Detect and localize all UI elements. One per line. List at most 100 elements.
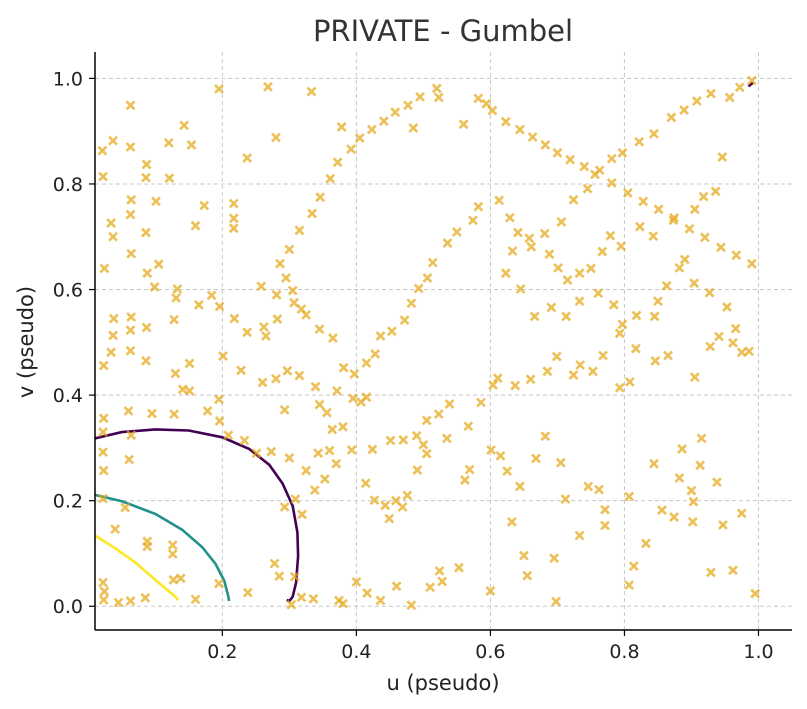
data-point xyxy=(306,86,317,97)
data-point xyxy=(274,571,285,582)
data-point xyxy=(648,231,659,242)
data-point xyxy=(214,301,225,312)
data-point xyxy=(271,132,281,143)
data-point xyxy=(124,454,135,465)
x-tick-labels: 0.2 0.4 0.6 0.8 1.0 xyxy=(207,641,773,663)
data-point xyxy=(546,302,557,313)
axes xyxy=(89,52,792,636)
data-point xyxy=(431,83,442,94)
x-tick-label: 0.2 xyxy=(207,641,237,663)
data-point xyxy=(728,565,738,576)
contour-line-high xyxy=(94,428,300,603)
data-point xyxy=(370,349,381,359)
data-point xyxy=(624,491,635,502)
data-point xyxy=(600,520,610,531)
contour-lines xyxy=(94,81,754,603)
data-point xyxy=(695,460,706,471)
data-point xyxy=(540,139,551,150)
data-point xyxy=(315,192,326,203)
data-point xyxy=(606,177,617,188)
data-point xyxy=(106,218,117,228)
data-point xyxy=(169,409,180,420)
data-point xyxy=(126,430,137,441)
data-point xyxy=(487,105,498,116)
data-point xyxy=(321,407,332,418)
chart-title: PRIVATE - Gumbel xyxy=(313,14,573,48)
data-point xyxy=(179,120,190,131)
data-point xyxy=(98,594,109,605)
y-tick-label: 0.0 xyxy=(53,596,83,618)
data-point xyxy=(568,194,579,205)
scatter-points xyxy=(97,75,761,611)
data-point xyxy=(167,549,178,559)
data-point xyxy=(634,221,645,232)
data-point xyxy=(142,541,153,552)
data-point xyxy=(171,293,182,303)
data-point xyxy=(539,228,550,239)
data-point xyxy=(282,365,293,376)
data-point xyxy=(705,341,716,352)
data-point xyxy=(214,394,224,405)
data-point xyxy=(411,430,422,441)
data-point xyxy=(289,571,300,582)
data-point xyxy=(123,406,134,416)
data-point xyxy=(125,345,136,356)
data-point xyxy=(125,209,136,220)
data-point xyxy=(308,593,319,604)
data-point xyxy=(593,288,604,299)
data-point xyxy=(473,93,484,104)
data-point xyxy=(605,230,616,241)
data-point xyxy=(313,448,324,459)
data-point xyxy=(153,259,164,270)
data-point xyxy=(314,324,325,335)
data-point xyxy=(582,183,593,194)
data-point xyxy=(296,592,307,603)
data-point xyxy=(412,465,423,475)
data-point xyxy=(684,223,695,234)
data-point xyxy=(575,360,586,370)
data-point xyxy=(290,494,301,505)
data-point xyxy=(186,139,197,150)
data-point xyxy=(366,124,377,135)
data-point xyxy=(125,142,136,152)
data-point xyxy=(588,366,598,377)
data-point xyxy=(346,445,357,455)
data-point xyxy=(649,458,659,469)
data-point xyxy=(190,220,201,231)
data-point xyxy=(553,262,564,273)
data-point xyxy=(108,330,119,341)
data-point xyxy=(163,137,174,148)
data-point xyxy=(679,105,690,115)
data-point xyxy=(586,263,596,274)
data-point xyxy=(199,200,210,211)
data-point xyxy=(319,474,330,484)
data-point xyxy=(214,84,224,94)
data-point xyxy=(617,147,628,158)
data-point xyxy=(606,153,617,164)
data-point xyxy=(668,215,679,226)
data-point xyxy=(492,373,503,384)
data-point xyxy=(193,299,204,310)
y-tick-label: 0.2 xyxy=(53,491,83,513)
data-point xyxy=(717,152,728,162)
data-point xyxy=(98,360,109,371)
data-point xyxy=(367,444,378,455)
x-tick-label: 1.0 xyxy=(743,641,773,663)
data-point xyxy=(434,565,445,576)
data-point xyxy=(583,481,594,492)
data-point xyxy=(437,576,448,587)
data-point xyxy=(565,154,576,165)
data-point xyxy=(108,313,119,324)
data-point xyxy=(147,408,157,419)
data-point xyxy=(705,567,716,578)
data-point xyxy=(441,433,452,444)
data-point xyxy=(674,262,685,273)
data-point xyxy=(338,421,348,432)
data-point xyxy=(301,309,312,320)
y-tick-label: 0.8 xyxy=(53,174,83,196)
data-point xyxy=(228,213,239,224)
data-point xyxy=(271,373,281,384)
data-point xyxy=(175,573,186,584)
data-point xyxy=(476,397,486,408)
data-point xyxy=(97,145,108,156)
